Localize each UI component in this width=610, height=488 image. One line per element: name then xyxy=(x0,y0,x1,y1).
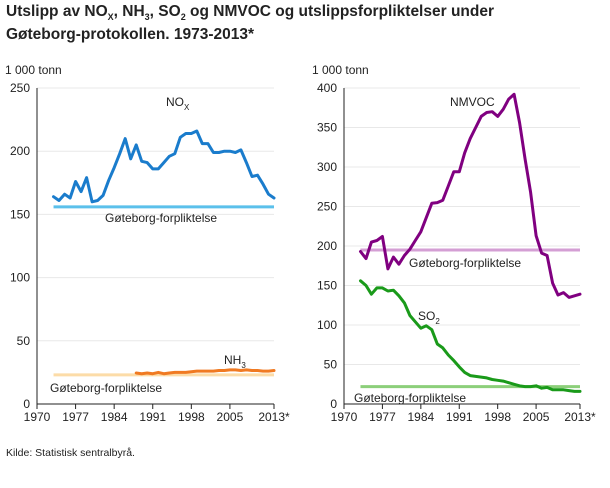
panel-right-x-tick-label-1977: 1977 xyxy=(369,410,396,424)
panel-right-x-tick-label-2013: 2013* xyxy=(564,410,596,424)
panel-left-y-tick-label-50: 50 xyxy=(17,334,31,348)
panel-right-series-label-nmvoc: NMVOC xyxy=(450,95,495,109)
panel-left-x-tick-label-1977: 1977 xyxy=(62,410,89,424)
panel-left-x-tick-label-1970: 1970 xyxy=(24,410,51,424)
panel-left-series-line-nh3 xyxy=(134,368,276,376)
panel-right-x-tick-label-2005: 2005 xyxy=(523,410,550,424)
panel-right-x-tick-label-1970: 1970 xyxy=(331,410,358,424)
panel-right-x-tick-label-1984: 1984 xyxy=(407,410,434,424)
panel-right-y-tick-label-150: 150 xyxy=(317,279,337,293)
panel-left-x-tick-label-1991: 1991 xyxy=(139,410,166,424)
panel-left-unit-label: 1 000 tonn xyxy=(5,63,62,77)
panel-right-y-tick-label-0: 0 xyxy=(330,397,337,411)
panel-left-x-tick-label-2013: 2013* xyxy=(258,410,290,424)
chart-title: Utslipp av NOX, NH3, SO2 og NMVOC og uts… xyxy=(6,3,495,44)
source-note: Kilde: Statistisk sentralbyrå. xyxy=(6,447,135,459)
panel-left-y-tick-label-150: 150 xyxy=(10,207,30,221)
panel-right-target-label-1: Gøteborg-forpliktelse xyxy=(354,391,466,405)
panel-right-series-line-nmvoc xyxy=(359,92,582,299)
panel-right-y-tick-label-400: 400 xyxy=(317,81,337,95)
panel-right-series-line-so2 xyxy=(359,279,582,393)
panel-left-y-tick-label-250: 250 xyxy=(10,81,30,95)
panel-right-y-tick-label-50: 50 xyxy=(324,358,338,372)
panel-left-y-tick-label-200: 200 xyxy=(10,144,30,158)
panel-right-series-label-so2: SO2 xyxy=(418,309,440,326)
panel-left-series-label-nox: NOX xyxy=(166,95,190,112)
panel-left-y-tick-label-0: 0 xyxy=(23,397,30,411)
panel-left-series-line-nox xyxy=(52,129,276,204)
panel-left-x-tick-label-1998: 1998 xyxy=(178,410,205,424)
panel-right-x-tick-label-1991: 1991 xyxy=(446,410,473,424)
panel-left-target-label-0: Gøteborg-forpliktelse xyxy=(105,211,217,225)
panel-left-x-tick-label-1984: 1984 xyxy=(101,410,128,424)
panel-left-y-tick-label-100: 100 xyxy=(10,271,30,285)
panel-right-unit-label: 1 000 tonn xyxy=(312,63,369,77)
panel-right-x-tick-label-1998: 1998 xyxy=(484,410,511,424)
panel-right-y-tick-label-350: 350 xyxy=(317,121,337,135)
panel-right-y-tick-label-100: 100 xyxy=(317,318,337,332)
panel-left-series-label-nh3: NH3 xyxy=(224,353,246,370)
panel-right-y-tick-label-250: 250 xyxy=(317,200,337,214)
panel-left-x-tick-label-2005: 2005 xyxy=(217,410,244,424)
panel-left-target-label-1: Gøteborg-forpliktelse xyxy=(50,381,162,395)
panel-right-target-label-0: Gøteborg-forpliktelse xyxy=(409,256,521,270)
panel-right-y-tick-label-300: 300 xyxy=(317,160,337,174)
panel-right-y-tick-label-200: 200 xyxy=(317,239,337,253)
